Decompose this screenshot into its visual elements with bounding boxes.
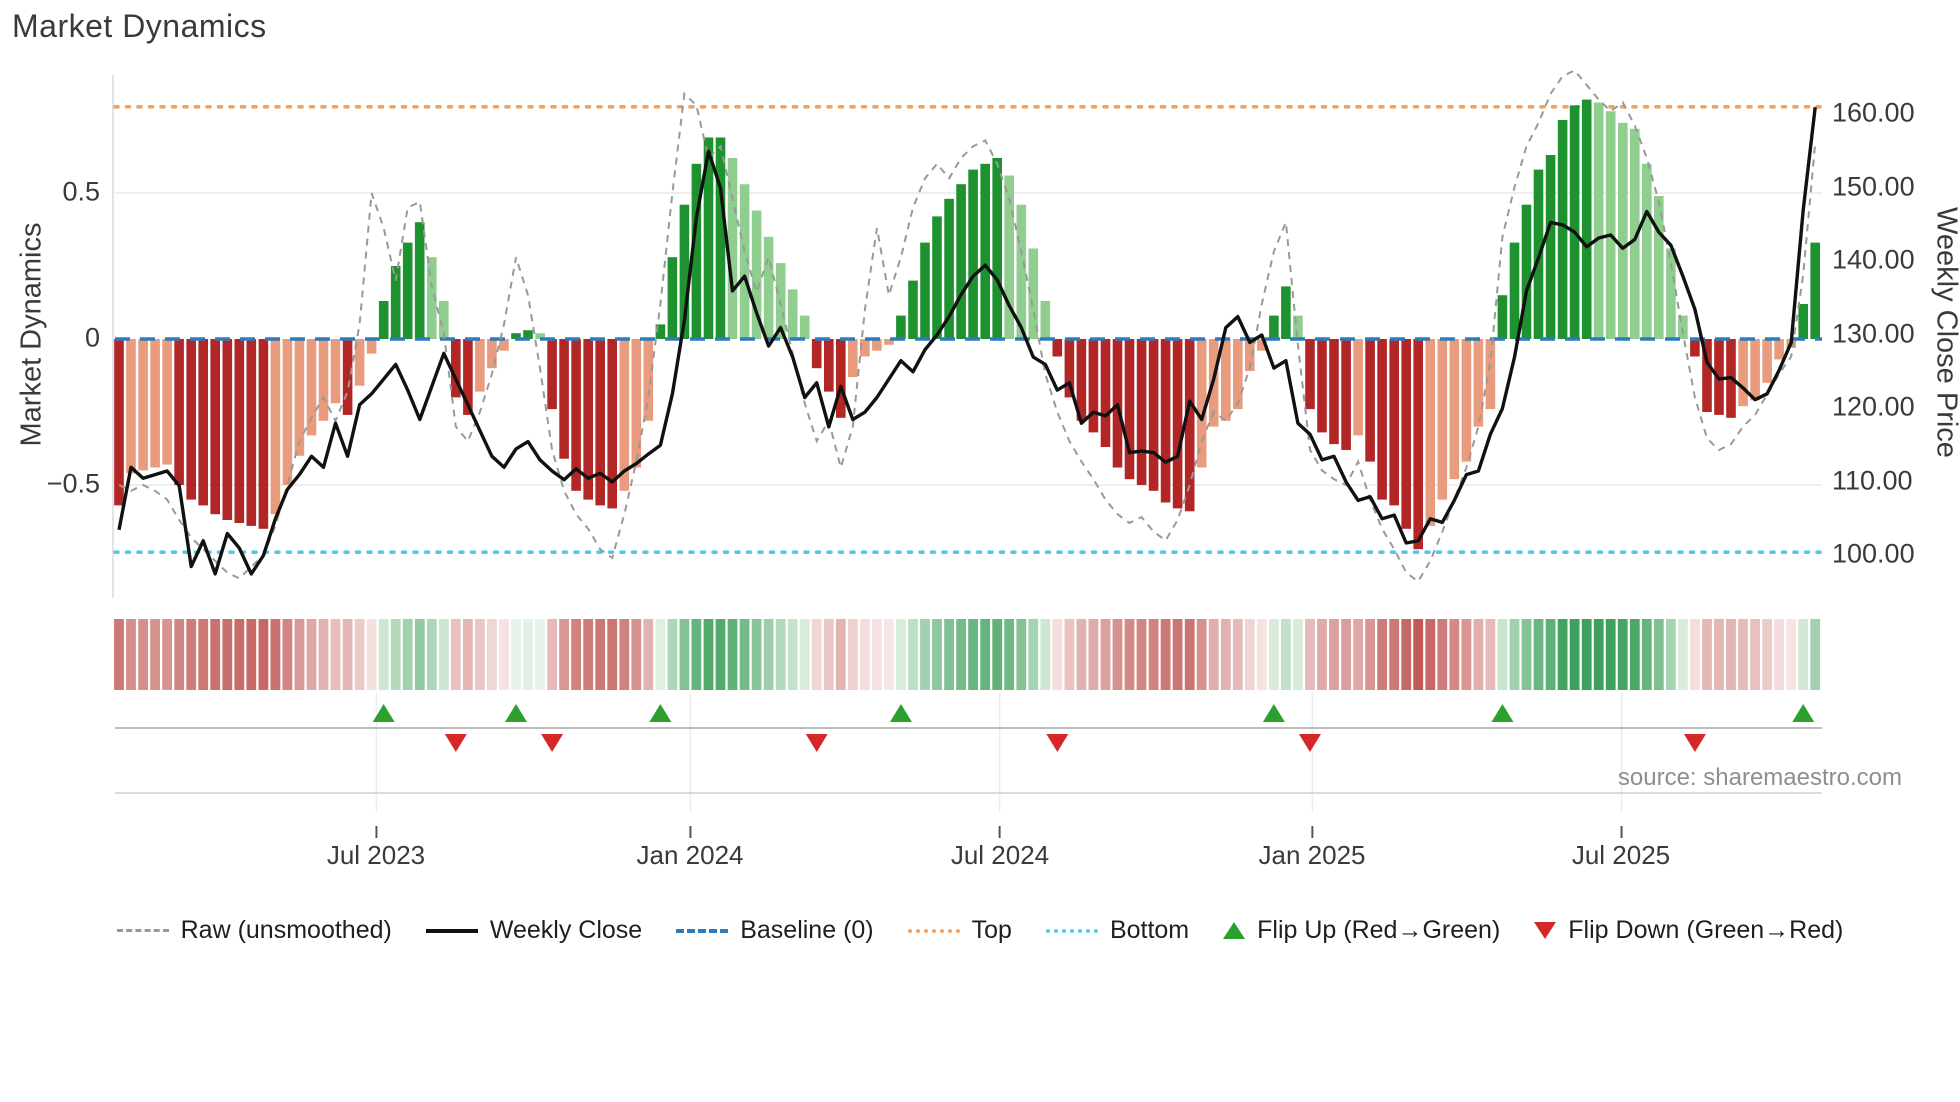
x-tick-jan-2024: Jan 2024 [636,840,744,870]
heatmap-strip [114,619,1821,690]
x-tick-jul-2025: Jul 2025 [1571,840,1671,870]
flip-down-marker [541,734,564,752]
raw-line [118,69,1817,583]
flip-up-marker [649,704,672,722]
oscillator-bars [114,99,1820,550]
source-attribution: source: sharemaestro.com [1617,764,1902,791]
x-tick-jan-2025: Jan 2025 [1258,840,1366,870]
y-right-tick-120: 120.00 [1832,391,1915,422]
y-right-tick-160: 160.00 [1832,97,1915,128]
flip-up-marker [504,704,527,722]
legend-label: Weekly Close [489,916,643,944]
legend-label: Raw (unsmoothed) [180,916,392,944]
legend-label: Bottom [1109,916,1190,944]
bottom-line-swatch-icon [1045,928,1098,933]
flip-up-marker [1262,704,1285,722]
flip-up-marker [1792,704,1815,722]
page-title: Market Dynamics [12,8,267,44]
y-left-tick-0.5: 0.5 [62,176,100,207]
flip-down-marker [1046,734,1069,752]
legend-item-top: Top [907,916,1012,945]
legend-item-raw: Raw (unsmoothed) [116,916,392,945]
weekly-close-line [117,107,1817,576]
y-right-tick-110: 110.00 [1832,465,1913,496]
y-right-tick-100: 100.00 [1832,538,1915,569]
legend-item-bottom: Bottom [1045,916,1190,945]
flip-down-marker [444,734,467,752]
right-axis-title: Weekly Close Price [1930,207,1960,458]
flip-up-marker [889,704,912,722]
y-right-tick-150: 150.00 [1832,171,1915,202]
flip-down-marker [805,734,828,752]
y-right-tick-130: 130.00 [1832,318,1915,349]
legend-label: Baseline (0) [740,916,874,944]
weekly-close-line-swatch-icon [425,928,478,933]
flip-up-triangle-icon [1223,922,1246,939]
top-line-swatch-icon [907,928,960,933]
legend-item-weekly-close: Weekly Close [425,916,643,945]
x-tick-jul-2024: Jul 2024 [950,840,1050,870]
flip-down-triangle-icon [1534,922,1557,939]
legend-item-flip-down: Flip Down (Green→Red) [1534,916,1843,945]
legend-item-baseline: Baseline (0) [676,916,874,945]
x-tick-jul-2023: Jul 2023 [326,840,426,870]
y-left-tick-0: 0 [84,322,100,353]
legend-item-flip-up: Flip Up (Red→Green) [1223,916,1500,945]
baseline-swatch-icon [676,928,729,933]
y-right-tick-140: 140.00 [1832,244,1915,275]
flip-up-marker [372,704,395,722]
y-left-tick-neg0.5: −0.5 [46,468,100,499]
flip-down-marker [1683,734,1706,752]
raw-line-swatch-icon [116,929,169,932]
flip-down-marker [1298,734,1321,752]
chart-legend: Raw (unsmoothed) Weekly Close Baseline (… [0,916,1960,945]
legend-label: Top [971,916,1012,944]
legend-label: Flip Down (Green→Red) [1568,916,1844,944]
legend-label: Flip Up (Red→Green) [1257,916,1501,944]
flip-up-marker [1491,704,1514,722]
